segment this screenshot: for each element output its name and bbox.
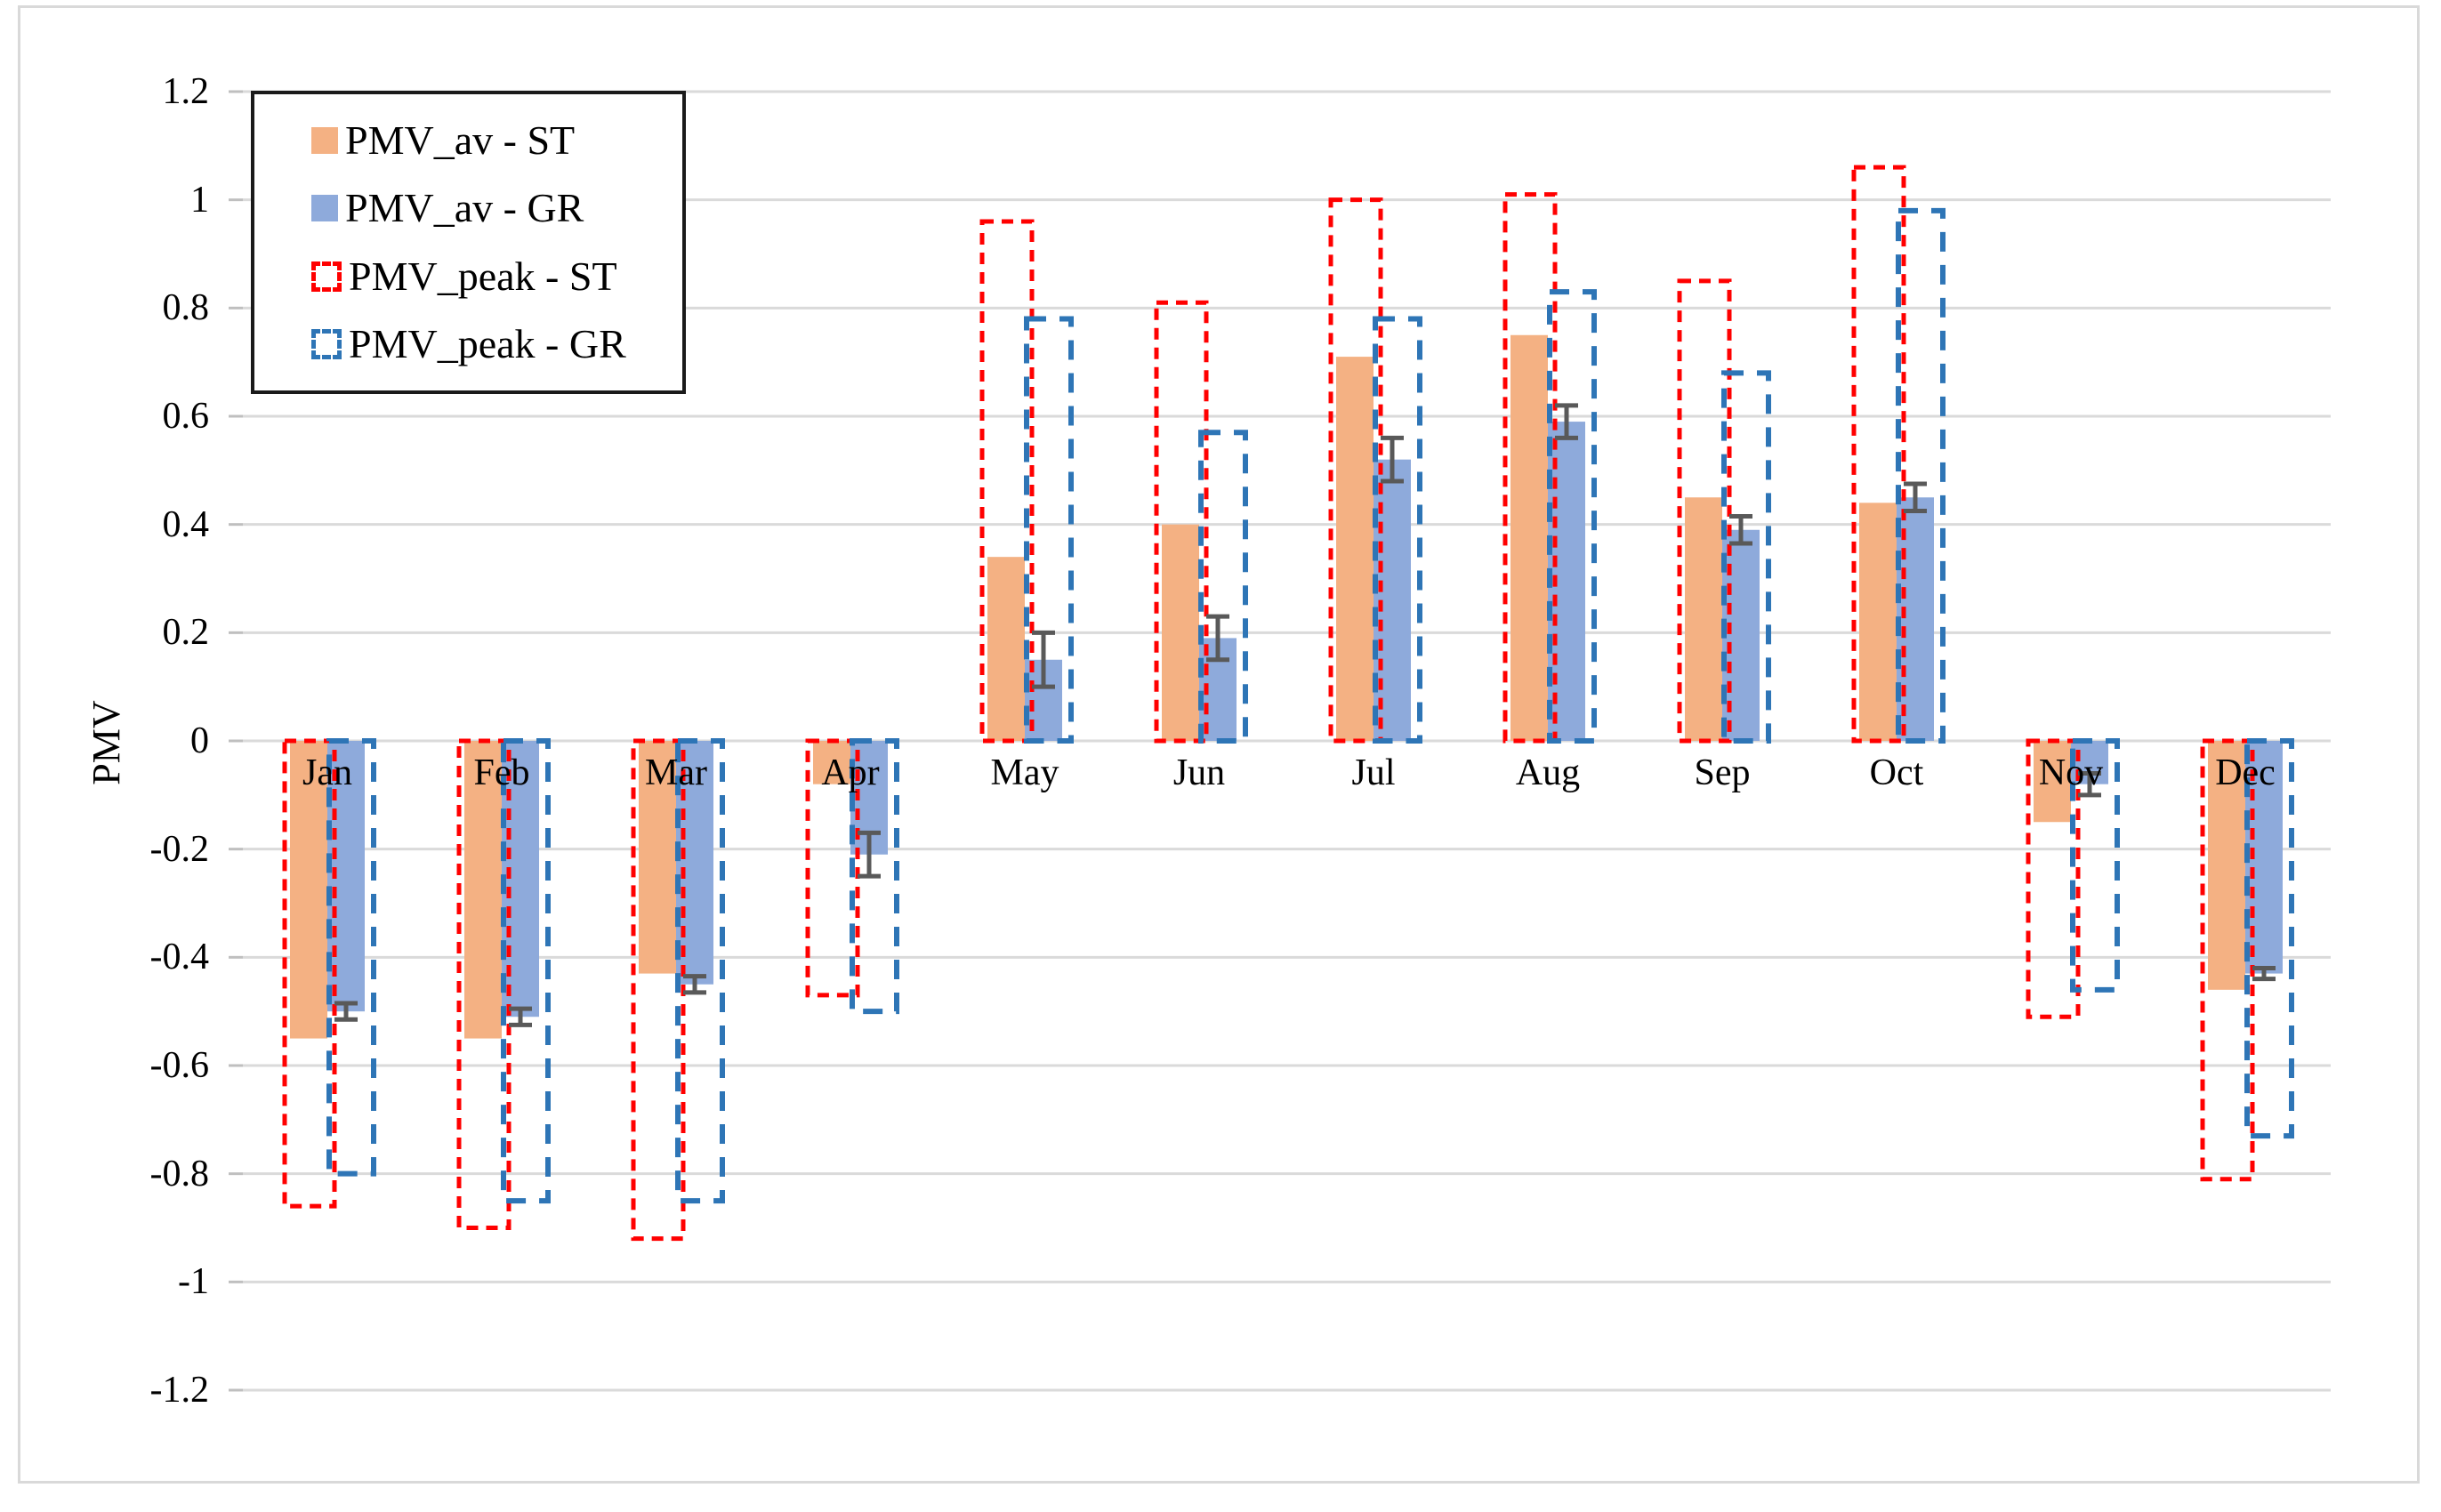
month-label-jan: Jan — [302, 752, 352, 793]
bar-av-st-jul — [1336, 357, 1374, 741]
bar-av-st-jun — [1162, 524, 1199, 741]
legend-label-peak-st: PMV_peak - ST — [349, 253, 617, 299]
legend-swatch-peak-gr-icon — [311, 328, 342, 359]
month-label-jul: Jul — [1351, 752, 1396, 793]
legend-label-av-st: PMV_av - ST — [345, 117, 576, 164]
month-label-may: May — [990, 752, 1059, 793]
y-tick-label-0: 0 — [190, 720, 209, 761]
y-tick-label--0.6: -0.6 — [149, 1044, 210, 1086]
bar-peak-st-dec — [2200, 738, 2255, 1182]
bar-peak-st-nov — [2026, 738, 2081, 1019]
bar-av-st-apr — [813, 741, 850, 784]
chart-outer-border — [18, 5, 2420, 1484]
legend-item-pmv-peak-st: PMV_peak - ST — [311, 253, 673, 299]
y-tick-label--0.4: -0.4 — [149, 937, 210, 978]
legend: PMV_av - ST PMV_av - GR PMV_peak - ST PM… — [251, 91, 686, 394]
bar-peak-st-jun — [1154, 300, 1209, 744]
month-label-sep: Sep — [1694, 752, 1751, 793]
bar-av-st-aug — [1511, 334, 1548, 741]
bar-peak-st-sep — [1677, 278, 1732, 744]
legend-swatch-av-gr-icon — [311, 195, 338, 222]
legend-label-peak-gr: PMV_peak - GR — [349, 320, 626, 366]
y-tick-label-1: 1 — [190, 179, 209, 221]
legend-swatch-peak-st-icon — [311, 261, 342, 292]
month-label-jun: Jun — [1172, 752, 1226, 793]
y-tick-label-0.4: 0.4 — [162, 503, 210, 545]
month-label-feb: Feb — [473, 752, 530, 793]
bar-av-gr-mar — [676, 741, 713, 985]
legend-swatch-av-st-icon — [311, 127, 338, 155]
month-label-apr: Apr — [821, 752, 880, 793]
bar-peak-gr-apr — [850, 738, 899, 1015]
month-label-aug: Aug — [1515, 752, 1581, 793]
bar-av-st-mar — [639, 741, 676, 974]
bar-peak-gr-jan — [326, 738, 376, 1177]
y-tick-label--0.2: -0.2 — [149, 828, 210, 870]
bar-peak-st-jul — [1328, 197, 1383, 744]
y-tick-label-1.2: 1.2 — [162, 71, 210, 112]
y-tick-label--1.2: -1.2 — [149, 1369, 210, 1411]
bar-peak-st-oct — [1851, 165, 1906, 744]
month-label-mar: Mar — [645, 752, 707, 793]
bar-peak-gr-mar — [675, 738, 725, 1204]
bar-av-st-oct — [1859, 503, 1897, 741]
legend-item-pmv-av-gr: PMV_av - GR — [311, 188, 673, 229]
bar-av-st-jan — [290, 741, 327, 1039]
bar-peak-gr-dec — [2244, 738, 2294, 1139]
month-label-nov: Nov — [2038, 752, 2104, 793]
bar-peak-gr-jun — [1198, 430, 1248, 744]
bar-av-st-dec — [2208, 741, 2245, 990]
bar-peak-gr-nov — [2070, 738, 2120, 993]
y-tick-label--1: -1 — [178, 1261, 209, 1303]
bar-peak-st-aug — [1502, 192, 1558, 744]
legend-item-pmv-av-st: PMV_av - ST — [311, 120, 673, 161]
bar-peak-st-feb — [456, 738, 512, 1230]
legend-label-av-gr: PMV_av - GR — [345, 185, 584, 231]
y-tick-label-0.2: 0.2 — [162, 612, 210, 654]
bar-av-st-feb — [464, 741, 502, 1039]
month-label-oct: Oct — [1869, 752, 1924, 793]
bar-peak-gr-aug — [1547, 289, 1597, 744]
bar-av-st-sep — [1685, 497, 1722, 741]
bar-peak-st-mar — [631, 738, 686, 1242]
bar-peak-st-may — [979, 219, 1035, 744]
bar-av-st-nov — [2034, 741, 2071, 823]
month-label-dec: Dec — [2215, 752, 2276, 793]
bar-peak-gr-sep — [1721, 370, 1771, 744]
bar-peak-st-apr — [805, 738, 860, 998]
y-tick-label--0.8: -0.8 — [149, 1153, 210, 1194]
y-tick-label-0.8: 0.8 — [162, 287, 210, 329]
y-tick-label-0.6: 0.6 — [162, 396, 210, 437]
bar-av-st-may — [987, 557, 1025, 741]
bar-peak-gr-feb — [501, 738, 551, 1204]
bar-peak-st-jan — [282, 738, 337, 1209]
bar-peak-gr-oct — [1896, 207, 1946, 744]
legend-item-pmv-peak-gr: PMV_peak - GR — [311, 320, 673, 366]
